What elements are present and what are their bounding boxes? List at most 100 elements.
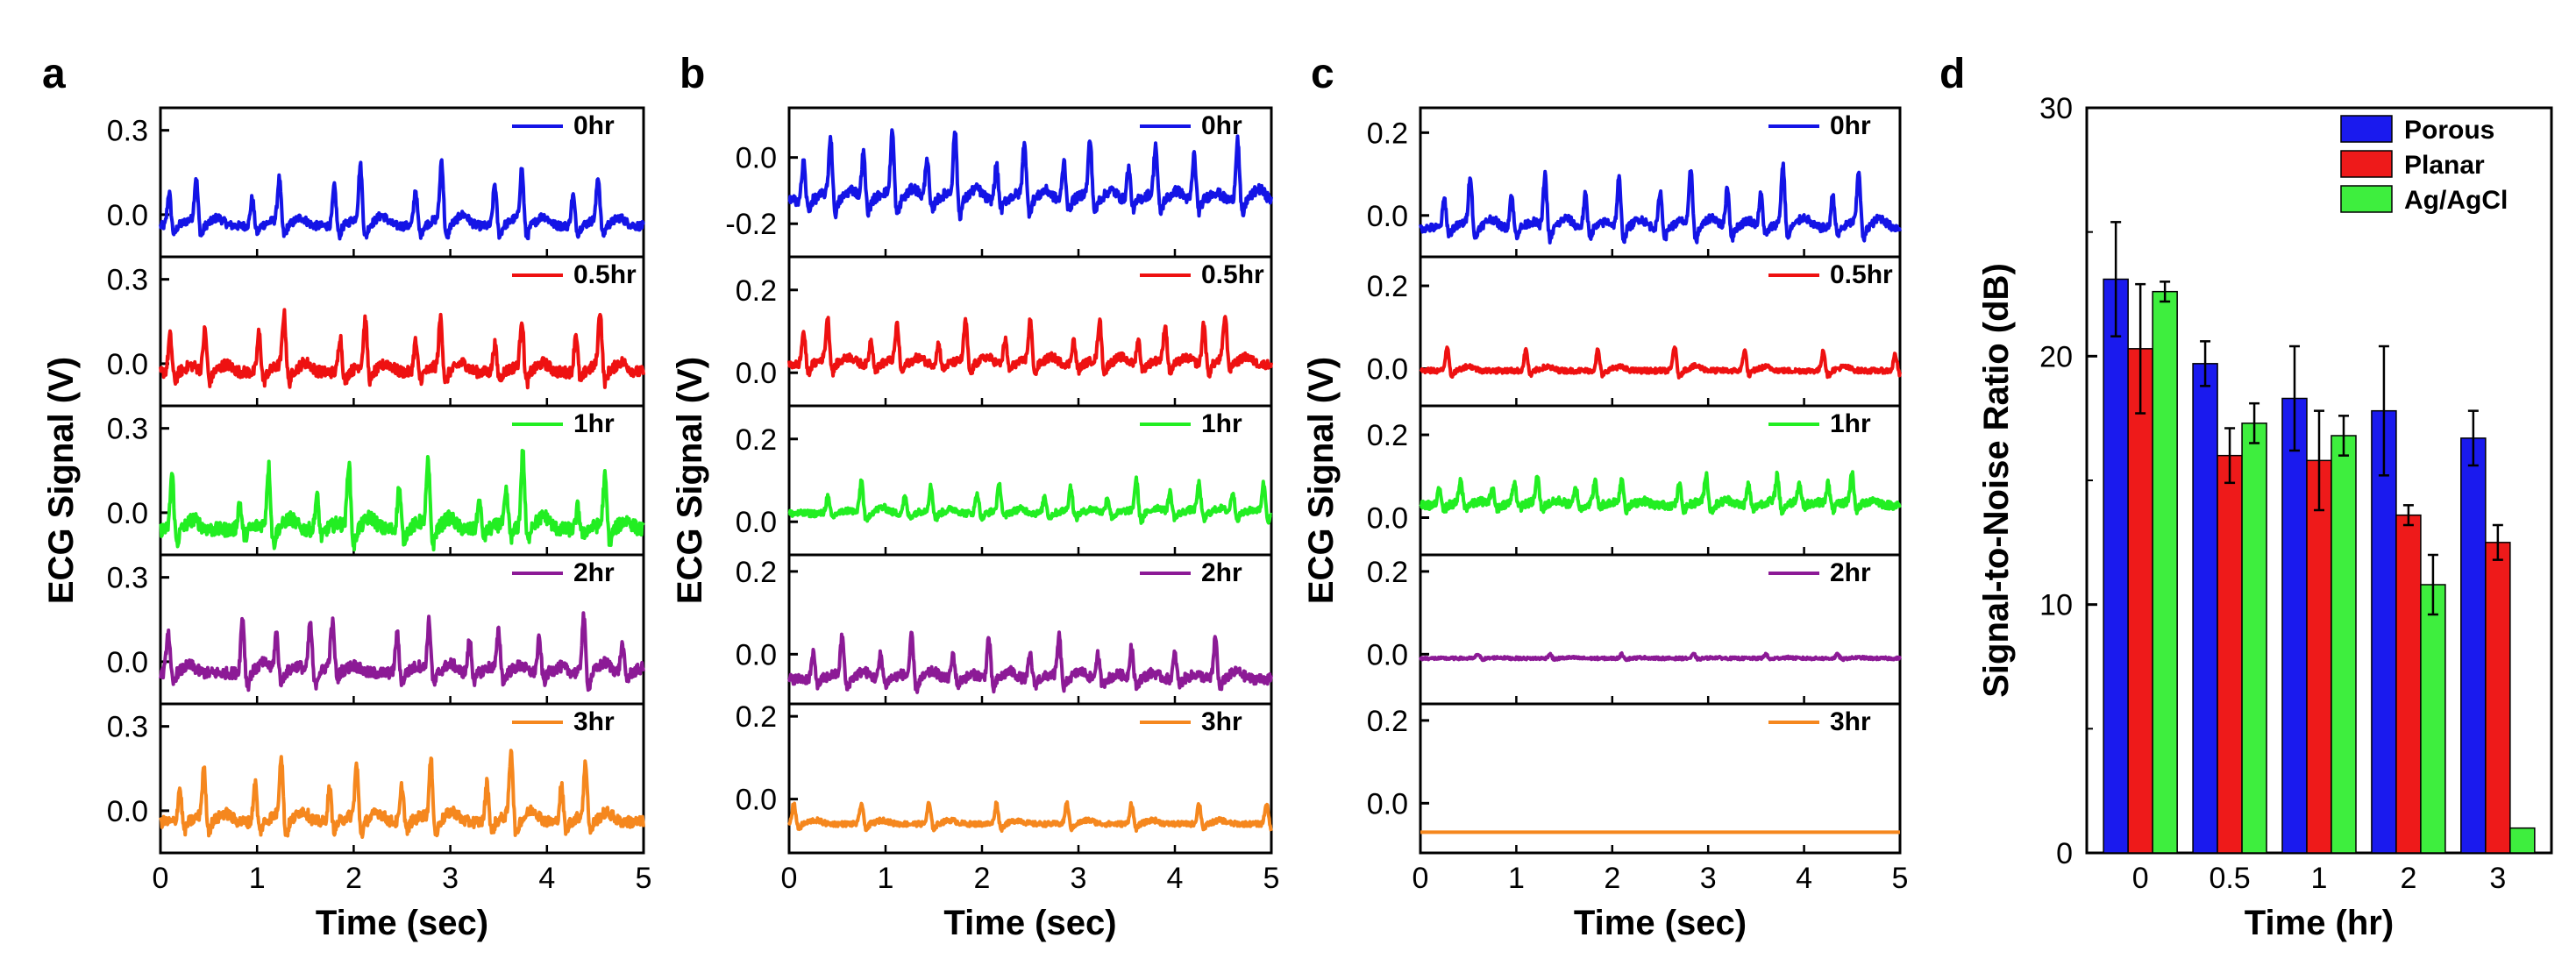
subplot-a-2: 0.3 0.0 1hr xyxy=(107,404,645,557)
y-tick-label: 0.3 xyxy=(107,711,148,744)
legend-swatch-Porous xyxy=(2340,115,2393,143)
y-tick-label: 30 xyxy=(2039,92,2073,125)
x-axis-label: Time (sec) xyxy=(943,904,1116,942)
legend-label-Ag/AgCl: Ag/AgCl xyxy=(2404,186,2508,215)
legend-label-0.5hr: 0.5hr xyxy=(1830,260,1893,289)
bar-Planar-2 xyxy=(2395,514,2422,854)
legend-label-3hr: 3hr xyxy=(1201,707,1242,736)
legend-label-Planar: Planar xyxy=(2404,151,2485,180)
ecg-panel-b: b 0.0 -0.2 0hr 0.2 0.0 0.5hr 0.2 0.0 1hr 0.2 0.0 2hr… xyxy=(671,51,1279,942)
ecg-panel-c: c0.20.00hr0.20.00.5hr0.20.01hr0.20.02hr0… xyxy=(1302,51,1908,942)
x-tick-label: 3 xyxy=(2489,862,2506,895)
y-tick-label: 0.0 xyxy=(107,348,148,381)
subplot-b-0: 0.0 -0.2 0hr xyxy=(725,106,1273,259)
y-axis-label: ECG Signal (V) xyxy=(671,357,709,604)
y-tick-label: 0.2 xyxy=(736,556,777,589)
bar-Ag/AgCl-0.5 xyxy=(2241,423,2267,854)
x-tick-label: 4 xyxy=(1167,862,1184,895)
legend-label-0hr: 0hr xyxy=(1830,111,1871,140)
panel-letter-d: d xyxy=(1939,51,1965,97)
ecg-trace-0.5hr xyxy=(787,315,1273,379)
x-tick-label: 0 xyxy=(153,862,169,895)
bar-Planar-1 xyxy=(2306,459,2332,854)
ecg-trace-2hr xyxy=(159,611,645,692)
subplot-c-2: 0.2 0.0 1hr xyxy=(1367,404,1902,557)
subplot-frame xyxy=(787,553,1273,706)
x-tick-label: 2 xyxy=(1604,862,1620,895)
bar-Porous-0.5 xyxy=(2192,363,2218,854)
x-tick-label: 5 xyxy=(1892,862,1909,895)
ecg-trace-3hr xyxy=(159,749,645,839)
x-axis-label: Time (sec) xyxy=(1574,904,1747,942)
bar-Planar-0 xyxy=(2127,348,2153,854)
subplot-c-0: 0.2 0.0 0hr xyxy=(1367,106,1902,259)
x-axis-label: Time (hr) xyxy=(2245,904,2394,942)
y-tick-label: 0.2 xyxy=(1367,419,1408,452)
y-tick-label: 0.2 xyxy=(736,423,777,457)
legend-swatch-Planar xyxy=(2340,150,2393,178)
subplot-a-3: 0.3 0.0 2hr xyxy=(107,553,645,706)
legend-label-1hr: 1hr xyxy=(573,409,615,438)
x-tick-label: 5 xyxy=(1263,862,1280,895)
subplot-frame xyxy=(159,255,645,408)
legend-label-0hr: 0hr xyxy=(1201,111,1242,140)
subplot-frame xyxy=(1419,255,1902,408)
legend-label-0.5hr: 0.5hr xyxy=(573,260,637,289)
y-tick-label: 0.0 xyxy=(1367,502,1408,536)
subplot-a-4: 0.3 0.0 3hr xyxy=(107,702,645,855)
x-tick-label: 0 xyxy=(2132,862,2149,895)
subplot-c-4: 0.2 0.0 3hr xyxy=(1367,702,1902,855)
x-tick-label: 4 xyxy=(1796,862,1812,895)
x-axis-label: Time (sec) xyxy=(316,904,488,942)
y-tick-label: 0.2 xyxy=(1367,556,1408,589)
y-tick-label: 0.0 xyxy=(1367,638,1408,671)
legend-label-0hr: 0hr xyxy=(573,111,615,140)
bar-Ag/AgCl-1 xyxy=(2330,435,2357,854)
panel-letter-c: c xyxy=(1311,51,1334,97)
y-tick-label: 0.0 xyxy=(1367,787,1408,820)
y-tick-label: 0.0 xyxy=(736,357,777,390)
ecg-trace-0hr xyxy=(787,128,1273,222)
y-axis-label: ECG Signal (V) xyxy=(1302,357,1341,604)
subplot-b-2: 0.2 0.0 1hr xyxy=(736,404,1273,557)
legend-label-2hr: 2hr xyxy=(573,558,615,587)
x-tick-label: 5 xyxy=(636,862,652,895)
subplot-frame xyxy=(787,702,1273,855)
subplot-frame xyxy=(1419,106,1902,259)
subplot-frame xyxy=(159,106,645,259)
y-axis-label: Signal-to-Noise Ratio (dB) xyxy=(1977,263,2016,698)
legend-label-2hr: 2hr xyxy=(1830,558,1871,587)
legend-label-1hr: 1hr xyxy=(1830,409,1871,438)
legend-label-Porous: Porous xyxy=(2404,116,2494,145)
x-tick-label: 2 xyxy=(345,862,362,895)
bar-Ag/AgCl-3 xyxy=(2509,827,2536,854)
bar-Ag/AgCl-2 xyxy=(2420,584,2446,854)
x-tick-label: 0.5 xyxy=(2209,862,2250,895)
x-tick-label: 3 xyxy=(1071,862,1087,895)
ecg-trace-3hr xyxy=(787,799,1273,833)
x-tick-label: 3 xyxy=(442,862,459,895)
subplot-b-4: 0.2 0.0 3hr xyxy=(736,700,1273,855)
y-tick-label: 0 xyxy=(2056,837,2073,870)
subplot-a-1: 0.3 0.0 0.5hr xyxy=(107,255,645,408)
x-tick-label: 1 xyxy=(1508,862,1525,895)
legend-label-3hr: 3hr xyxy=(573,707,615,736)
bar-Porous-1 xyxy=(2281,397,2308,854)
subplot-frame xyxy=(1419,702,1902,855)
x-tick-label: 4 xyxy=(538,862,555,895)
y-tick-label: 0.0 xyxy=(736,142,777,175)
y-tick-label: 20 xyxy=(2039,340,2073,373)
y-tick-label: 0.0 xyxy=(736,784,777,817)
panel-letter-b: b xyxy=(680,51,705,97)
y-tick-label: 0.3 xyxy=(107,562,148,595)
ecg-trace-0hr xyxy=(1419,161,1902,245)
y-tick-label: 0.0 xyxy=(107,497,148,530)
ecg-trace-2hr xyxy=(1419,651,1902,663)
y-tick-label: 0.3 xyxy=(107,264,148,297)
y-tick-label: 0.2 xyxy=(1367,270,1408,303)
ecg-trace-2hr xyxy=(787,630,1273,694)
y-tick-label: 0.2 xyxy=(736,274,777,308)
ecg-trace-1hr xyxy=(1419,470,1902,516)
ecg-trace-0.5hr xyxy=(1419,345,1902,380)
x-tick-label: 3 xyxy=(1700,862,1717,895)
